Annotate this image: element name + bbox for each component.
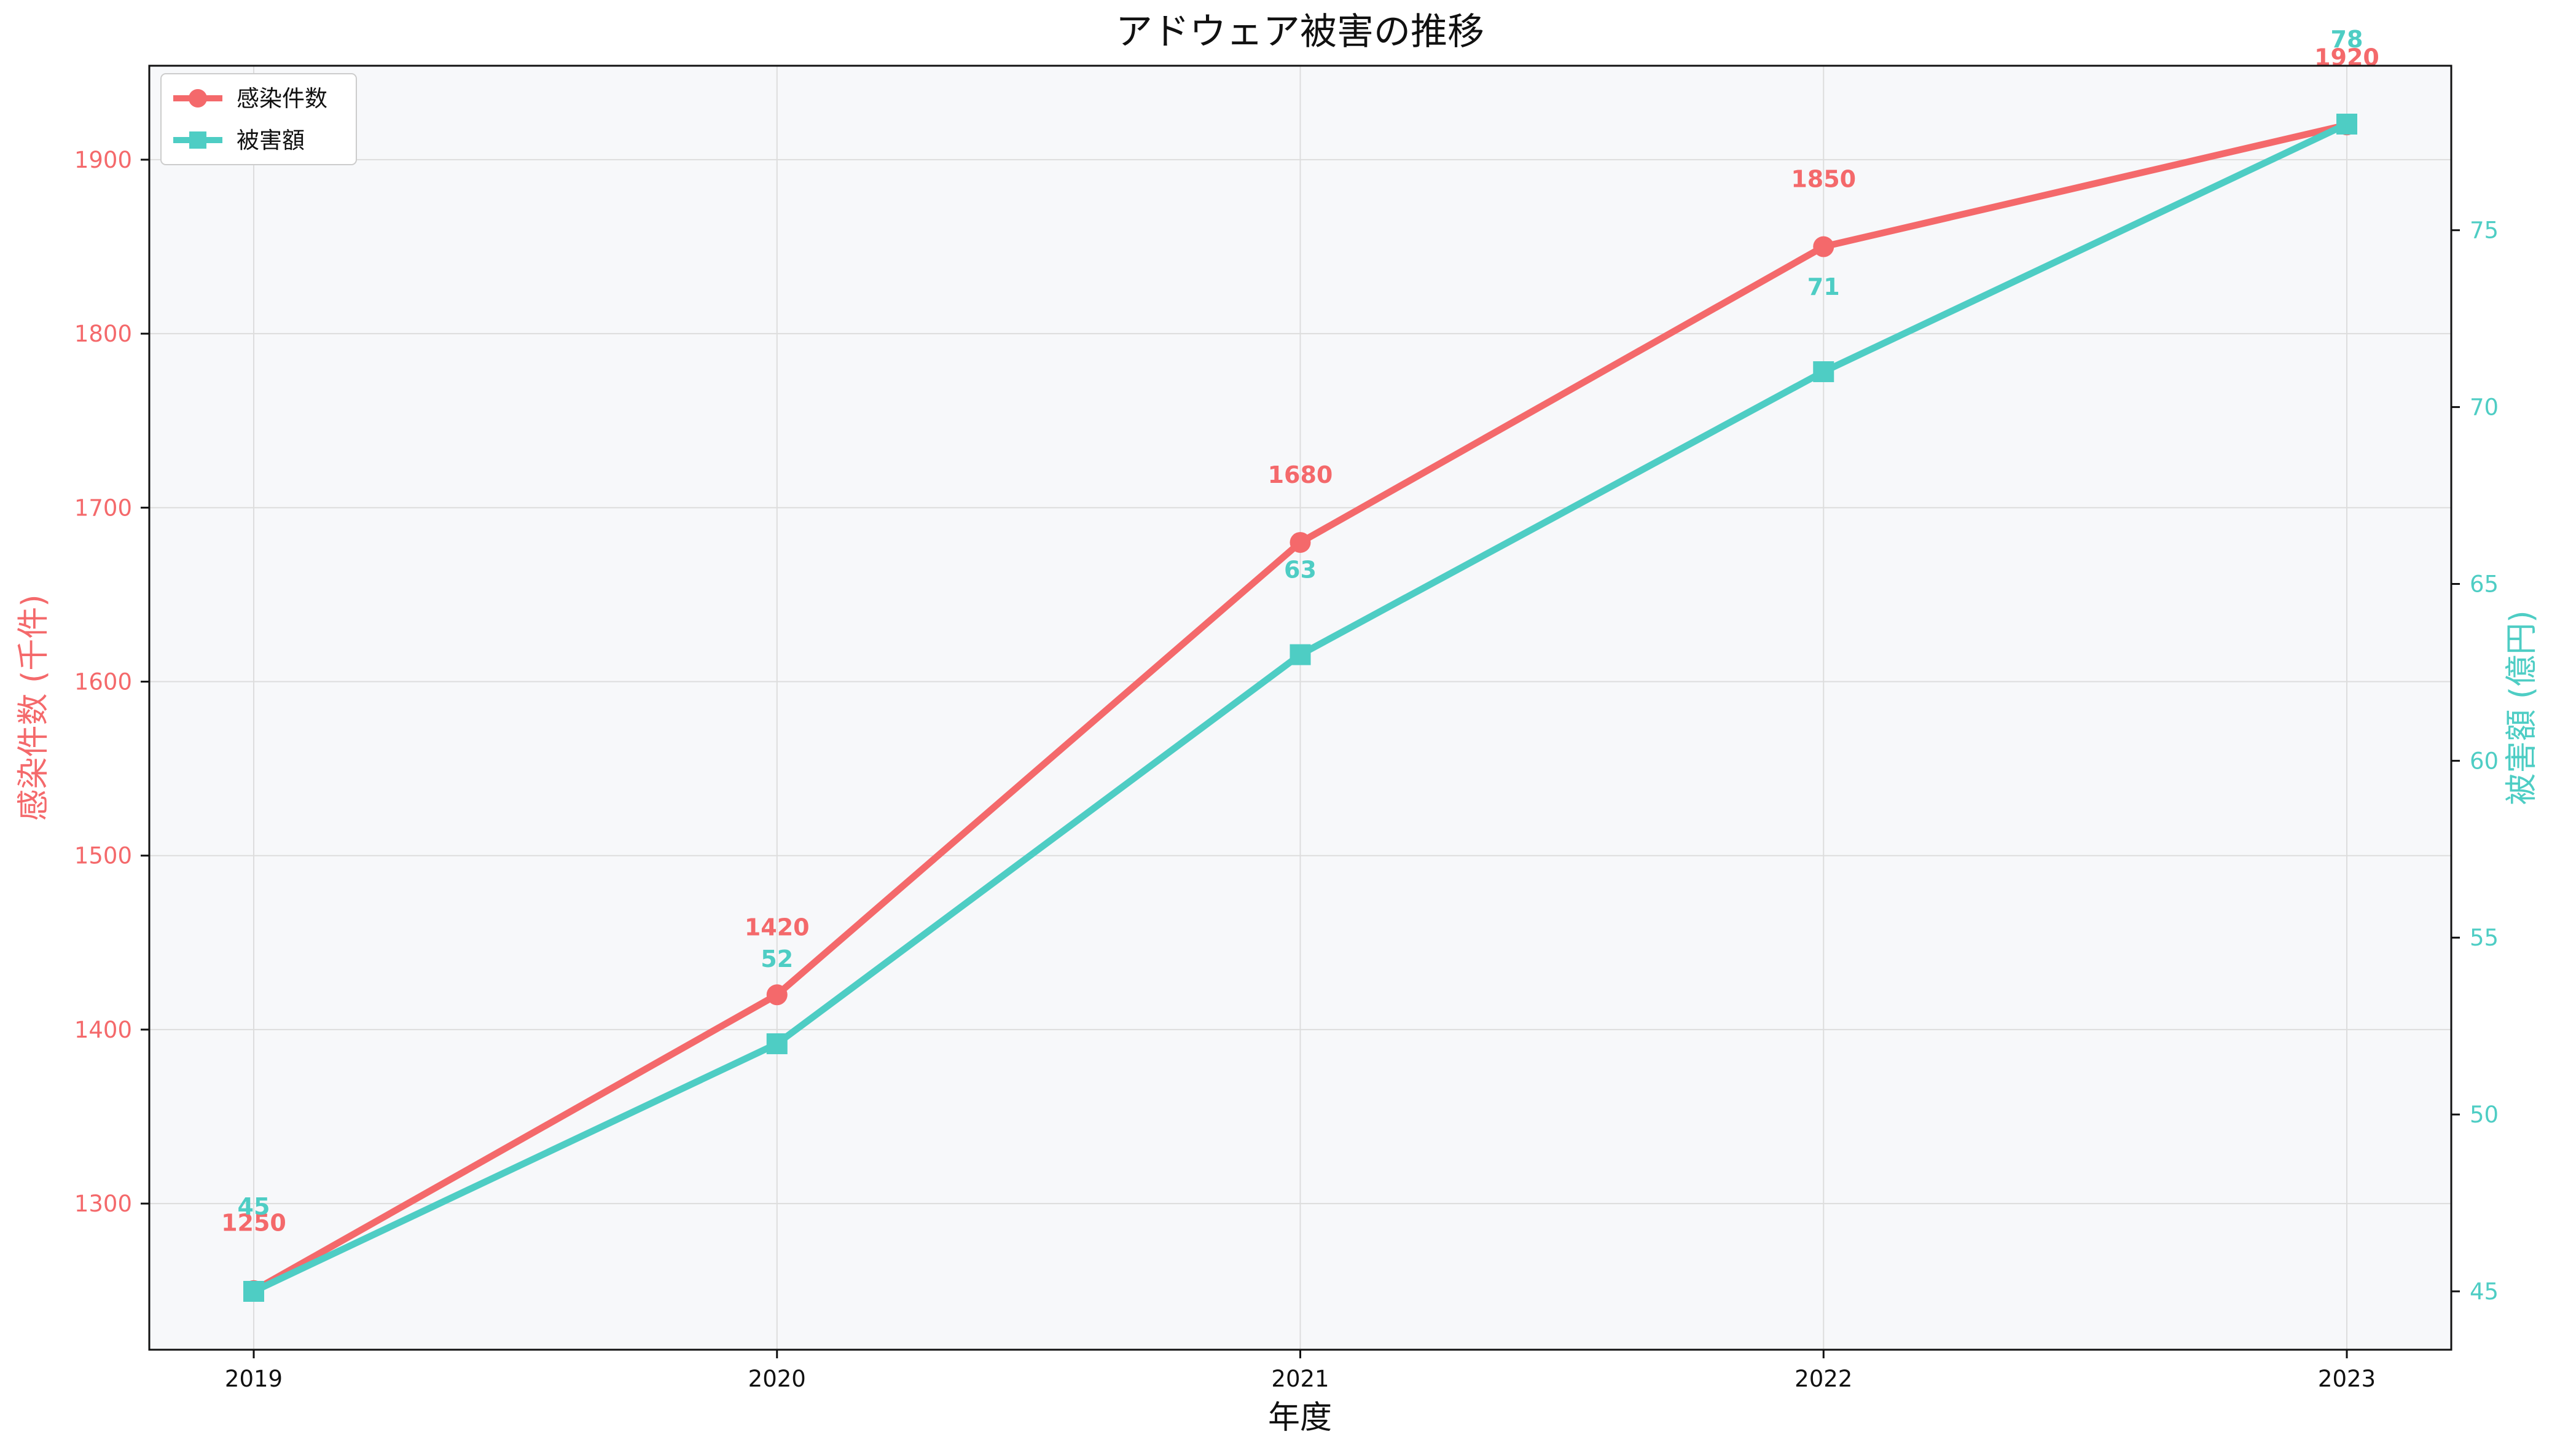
data-point [1813,361,1834,383]
left-y-tick-label: 1700 [74,495,132,521]
data-label: 63 [1284,557,1317,584]
data-label: 1850 [1791,166,1856,193]
left-y-tick-label: 1500 [74,843,132,869]
legend-marker-damage [189,131,206,149]
data-point [766,984,788,1006]
legend: 感染件数 被害額 [160,73,357,165]
right-y-tick-label: 55 [2470,925,2499,951]
data-point [2336,114,2357,135]
data-label: 52 [761,945,793,973]
data-point [766,1033,788,1054]
data-label: 1420 [745,914,810,941]
data-point [243,1281,264,1302]
left-y-tick-label: 1400 [74,1017,132,1043]
data-label: 1680 [1268,461,1333,488]
right-y-tick-label: 45 [2470,1278,2499,1305]
chart-title: アドウェア被害の推移 [1116,10,1484,53]
series-layer [243,114,2357,1302]
x-tick-label: 2020 [748,1366,806,1392]
data-point [1813,236,1834,257]
data-label: 71 [1807,273,1840,300]
right-y-tick-label: 60 [2470,748,2499,774]
x-tick-label: 2019 [225,1366,283,1392]
right-y-tick-label: 70 [2470,394,2499,421]
legend-label-infections: 感染件数 [237,85,327,112]
data-point [1290,644,1311,665]
grid [149,66,2451,1350]
data-label: 1250 [221,1210,286,1237]
x-tick-label: 2023 [2318,1366,2376,1392]
left-y-tick-label: 1300 [74,1191,132,1217]
data-label: 45 [238,1193,270,1220]
right-axis-title: 被害額 (億円) [2503,610,2540,805]
axes: 2019 2020 2021 2022 2023 1300 1400 1500 1600 1700… [74,147,2499,1392]
right-y-tick-label: 50 [2470,1102,2499,1128]
x-tick-label: 2021 [1271,1366,1329,1392]
x-axis-title: 年度 [1268,1399,1332,1436]
left-axis-title: 感染件数 (千件) [15,594,52,821]
left-y-tick-label: 1600 [74,669,132,695]
data-label: 78 [2331,26,2363,53]
right-y-tick-label: 65 [2470,571,2499,597]
left-y-tick-label: 1900 [74,147,132,173]
right-y-tick-label: 75 [2470,217,2499,244]
legend-label-damage: 被害額 [237,127,305,154]
data-point [1290,531,1311,553]
legend-marker-infections [189,89,207,108]
x-tick-label: 2022 [1795,1366,1852,1392]
left-y-tick-label: 1800 [74,321,132,347]
